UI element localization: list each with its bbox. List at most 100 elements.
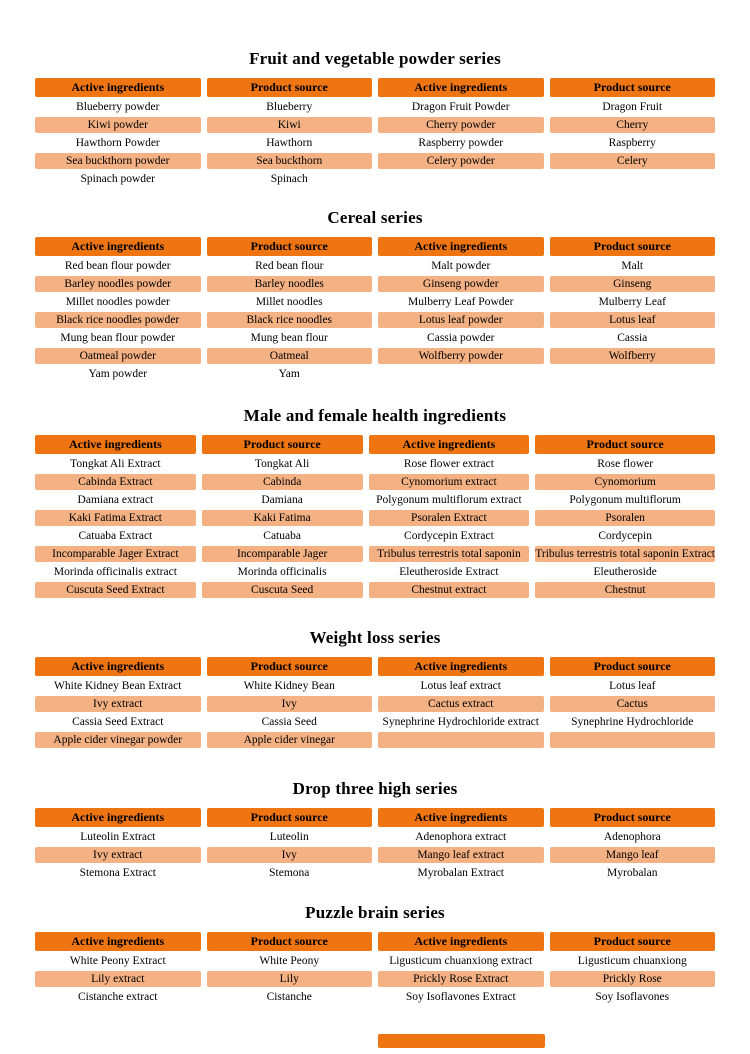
table-cell: Psoralen Extract — [368, 510, 530, 526]
table-cell: Malt powder — [431, 260, 491, 272]
table-cell: Damiana extract — [77, 494, 154, 506]
table-cell: Millet noodles — [255, 296, 323, 308]
table-cell: Hawthorn — [266, 137, 313, 149]
partial-next-table-header-bar — [378, 1034, 545, 1048]
table-cell: Cynomorium extract — [368, 474, 530, 490]
table-cell: Celery — [549, 153, 715, 169]
table-cell: Celery powder — [378, 153, 544, 169]
table-cell: Tribulus terrestris total saponin Extrac… — [535, 546, 715, 562]
table-cell: Cordycepin — [598, 530, 652, 542]
section-title: Fruit and vegetable powder series — [249, 49, 501, 68]
table-cell: Rose flower — [597, 458, 654, 470]
table-cell: Cassia Seed Extract — [72, 716, 164, 728]
table-cell: Prickly Rose — [549, 971, 715, 987]
table-cell: Ginseng powder — [378, 276, 544, 292]
table-cell: Ligusticum chuanxiong — [577, 955, 687, 967]
table-cell: Kaki Fatima Extract — [35, 510, 196, 526]
column-header: Product source — [549, 237, 715, 256]
table-cell: Synephrine Hydrochloride — [571, 716, 694, 728]
table-cell: Lotus leaf extract — [420, 680, 501, 692]
table-cell — [378, 171, 544, 187]
table-cell: Incomparable Jager Extract — [35, 546, 196, 562]
table-cell: Eleutheroside Extract — [399, 566, 499, 578]
table-cell: Dragon Fruit Powder — [411, 101, 510, 113]
column-header: Active ingredients — [35, 932, 201, 951]
table-cell: Barley noodles powder — [35, 276, 201, 292]
table-cell: Mung bean flour powder — [60, 332, 176, 344]
table-cell: Tongkat Ali Extract — [70, 458, 161, 470]
table-cell: Morinda officinalis extract — [53, 566, 177, 578]
table-cell: Kiwi — [206, 117, 372, 133]
table-cell: Prickly Rose Extract — [378, 971, 544, 987]
table-cell: Sea buckthorn — [206, 153, 372, 169]
ingredients-table: Active ingredients Product source Active i… — [35, 435, 715, 598]
table-cell: Mango leaf — [549, 847, 715, 863]
table-cell: Catuaba — [263, 530, 301, 542]
table-cell: Oatmeal — [206, 348, 372, 364]
column-header: Active ingredients — [35, 808, 201, 827]
table-cell: Soy Isoflavones — [595, 991, 670, 1003]
table-cell: Raspberry — [608, 137, 656, 149]
table-cell: Myrobalan Extract — [417, 867, 505, 879]
table-cell — [550, 366, 716, 382]
ingredients-table: Active ingredients Product source Active i… — [35, 657, 715, 748]
table-cell: Cordycepin Extract — [404, 530, 494, 542]
table-cell: Synephrine Hydrochloride extract — [382, 716, 539, 728]
table-cell: Chestnut extract — [368, 582, 530, 598]
table-cell: Morinda officinalis — [237, 566, 327, 578]
column-header: Product source — [549, 808, 715, 827]
column-header: Product source — [206, 237, 372, 256]
table-cell: Luteolin — [269, 831, 309, 843]
table-cell: Millet noodles powder — [65, 296, 170, 308]
column-header: Product source — [549, 932, 715, 951]
column-header: Product source — [201, 435, 363, 454]
table-cell: Rose flower extract — [403, 458, 494, 470]
section-title: Puzzle brain series — [305, 903, 445, 922]
section-title: Male and female health ingredients — [243, 406, 507, 425]
table-cell: White Peony — [259, 955, 320, 967]
table-cell — [378, 366, 544, 382]
table-cell: White Peony Extract — [69, 955, 166, 967]
table-cell: Damiana — [261, 494, 303, 506]
table-cell: Tongkat Ali — [254, 458, 310, 470]
table-cell: Wolfberry powder — [378, 348, 544, 364]
table-cell: Spinach powder — [80, 173, 155, 185]
table-cell: Raspberry powder — [418, 137, 504, 149]
table-cell: Ivy extract — [35, 847, 201, 863]
table-cell: Polygonum multiflorum — [569, 494, 681, 506]
column-header: Active ingredients — [368, 435, 530, 454]
column-header: Product source — [206, 78, 372, 97]
table-cell: Cherry — [549, 117, 715, 133]
table-cell: Mulberry Leaf — [598, 296, 666, 308]
table-cell: Ivy — [206, 696, 372, 712]
table-cell: Cassia Seed — [261, 716, 317, 728]
table-cell: Blueberry powder — [76, 101, 160, 113]
table-cell: Oatmeal powder — [35, 348, 201, 364]
table-cell: Chestnut — [535, 582, 715, 598]
table-cell: Barley noodles — [206, 276, 372, 292]
table-cell: Cherry powder — [378, 117, 544, 133]
table-cell: Black rice noodles powder — [35, 312, 201, 328]
table-cell: Lotus leaf — [609, 680, 656, 692]
table-cell: Tribulus terrestris total saponin — [368, 546, 530, 562]
table-cell: Ligusticum chuanxiong extract — [389, 955, 533, 967]
table-cell: Cabinda Extract — [35, 474, 196, 490]
column-header: Active ingredients — [378, 932, 544, 951]
column-header: Active ingredients — [378, 808, 544, 827]
column-header: Active ingredients — [378, 237, 544, 256]
table-cell: Spinach — [270, 173, 308, 185]
table-cell: Lotus leaf — [549, 312, 715, 328]
table-cell: Red bean flour powder — [64, 260, 171, 272]
column-header: Active ingredients — [35, 435, 196, 454]
ingredients-table: Active ingredients Product source Active i… — [35, 932, 715, 1005]
table-cell — [550, 171, 716, 187]
ingredients-table: Active ingredients Product source Active i… — [35, 808, 715, 881]
section-title: Drop three high series — [292, 779, 458, 798]
table-cell: Adenophora extract — [415, 831, 507, 843]
table-cell: Adenophora — [603, 831, 661, 843]
table-cell: Mango leaf extract — [378, 847, 544, 863]
table-cell — [378, 732, 544, 748]
table-cell: Ivy extract — [35, 696, 201, 712]
series-section-6: Puzzle brain series Active ingredients Pr… — [35, 904, 715, 1005]
table-cell: Cassia — [617, 332, 648, 344]
